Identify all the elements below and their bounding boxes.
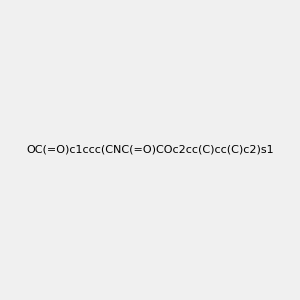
- Text: OC(=O)c1ccc(CNC(=O)COc2cc(C)cc(C)c2)s1: OC(=O)c1ccc(CNC(=O)COc2cc(C)cc(C)c2)s1: [26, 145, 274, 155]
